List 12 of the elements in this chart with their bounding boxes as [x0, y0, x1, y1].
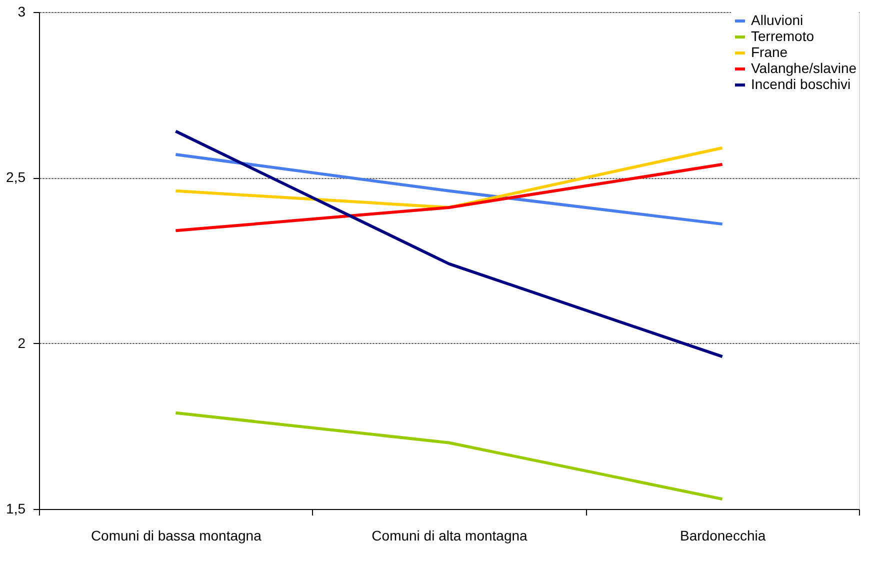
- legend-label: Alluvioni: [751, 12, 804, 28]
- y-tick-label: 2,5: [6, 169, 26, 186]
- legend-label: Terremoto: [751, 28, 814, 44]
- x-tick-label: Comuni di alta montagna: [372, 528, 528, 544]
- x-tick-label: Comuni di bassa montagna: [90, 528, 262, 544]
- x-tick-label: Bardonecchia: [680, 528, 766, 544]
- y-tick-label: 1,5: [6, 500, 26, 516]
- legend-label: Frane: [751, 44, 788, 60]
- legend-label: Valanghe/slavine: [751, 60, 857, 76]
- y-tick-label: 2: [18, 334, 26, 351]
- legend-label: Incendi boschivi: [751, 76, 851, 92]
- y-tick-label: 3: [18, 4, 26, 20]
